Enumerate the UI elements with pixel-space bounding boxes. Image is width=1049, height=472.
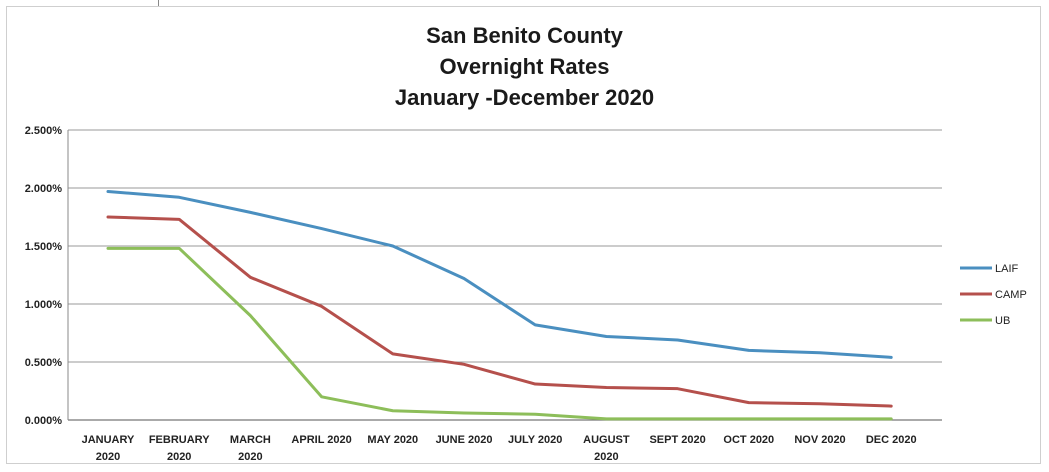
- chart-title-line-2: Overnight Rates: [439, 54, 610, 79]
- x-tick-label: OCT 2020: [723, 434, 774, 446]
- y-tick-label: 2.000%: [25, 183, 63, 195]
- y-tick-label: 2.500%: [25, 125, 63, 137]
- x-tick-label: MARCH 2020: [230, 434, 271, 463]
- chart-title: San Benito County Overnight Rates Januar…: [0, 20, 1049, 113]
- scan-artifact: [158, 0, 159, 6]
- y-tick-label: 1.000%: [25, 299, 63, 311]
- series-line-ub: [106, 246, 893, 421]
- x-tick-label: JULY 2020: [508, 434, 562, 446]
- chart-title-line-1: San Benito County: [426, 23, 623, 48]
- x-tick-label: MAY 2020: [367, 434, 418, 446]
- legend-label-ub: UB: [995, 315, 1010, 327]
- x-tick-label: NOV 2020: [794, 434, 845, 446]
- y-tick-label: 1.500%: [25, 241, 63, 253]
- series-line-camp: [106, 215, 893, 408]
- series-line-laif: [106, 189, 893, 359]
- x-tick-label: JUNE 2020: [436, 434, 493, 446]
- x-tick-label: APRIL 2020: [291, 434, 351, 446]
- x-tick-label: AUGUST 2020: [583, 434, 630, 463]
- chart-frame: [6, 6, 1041, 464]
- x-tick-label: SEPT 2020: [649, 434, 705, 446]
- legend-label-laif: LAIF: [995, 263, 1019, 275]
- x-tick-label: DEC 2020: [866, 434, 917, 446]
- legend-label-camp: CAMP: [995, 289, 1027, 301]
- chart-title-line-3: January -December 2020: [394, 85, 655, 110]
- x-tick-label: JANUARY 2020: [82, 434, 135, 463]
- y-tick-label: 0.000%: [25, 415, 63, 427]
- x-tick-label: FEBRUARY 2020: [149, 434, 210, 463]
- y-tick-label: 0.500%: [25, 357, 63, 369]
